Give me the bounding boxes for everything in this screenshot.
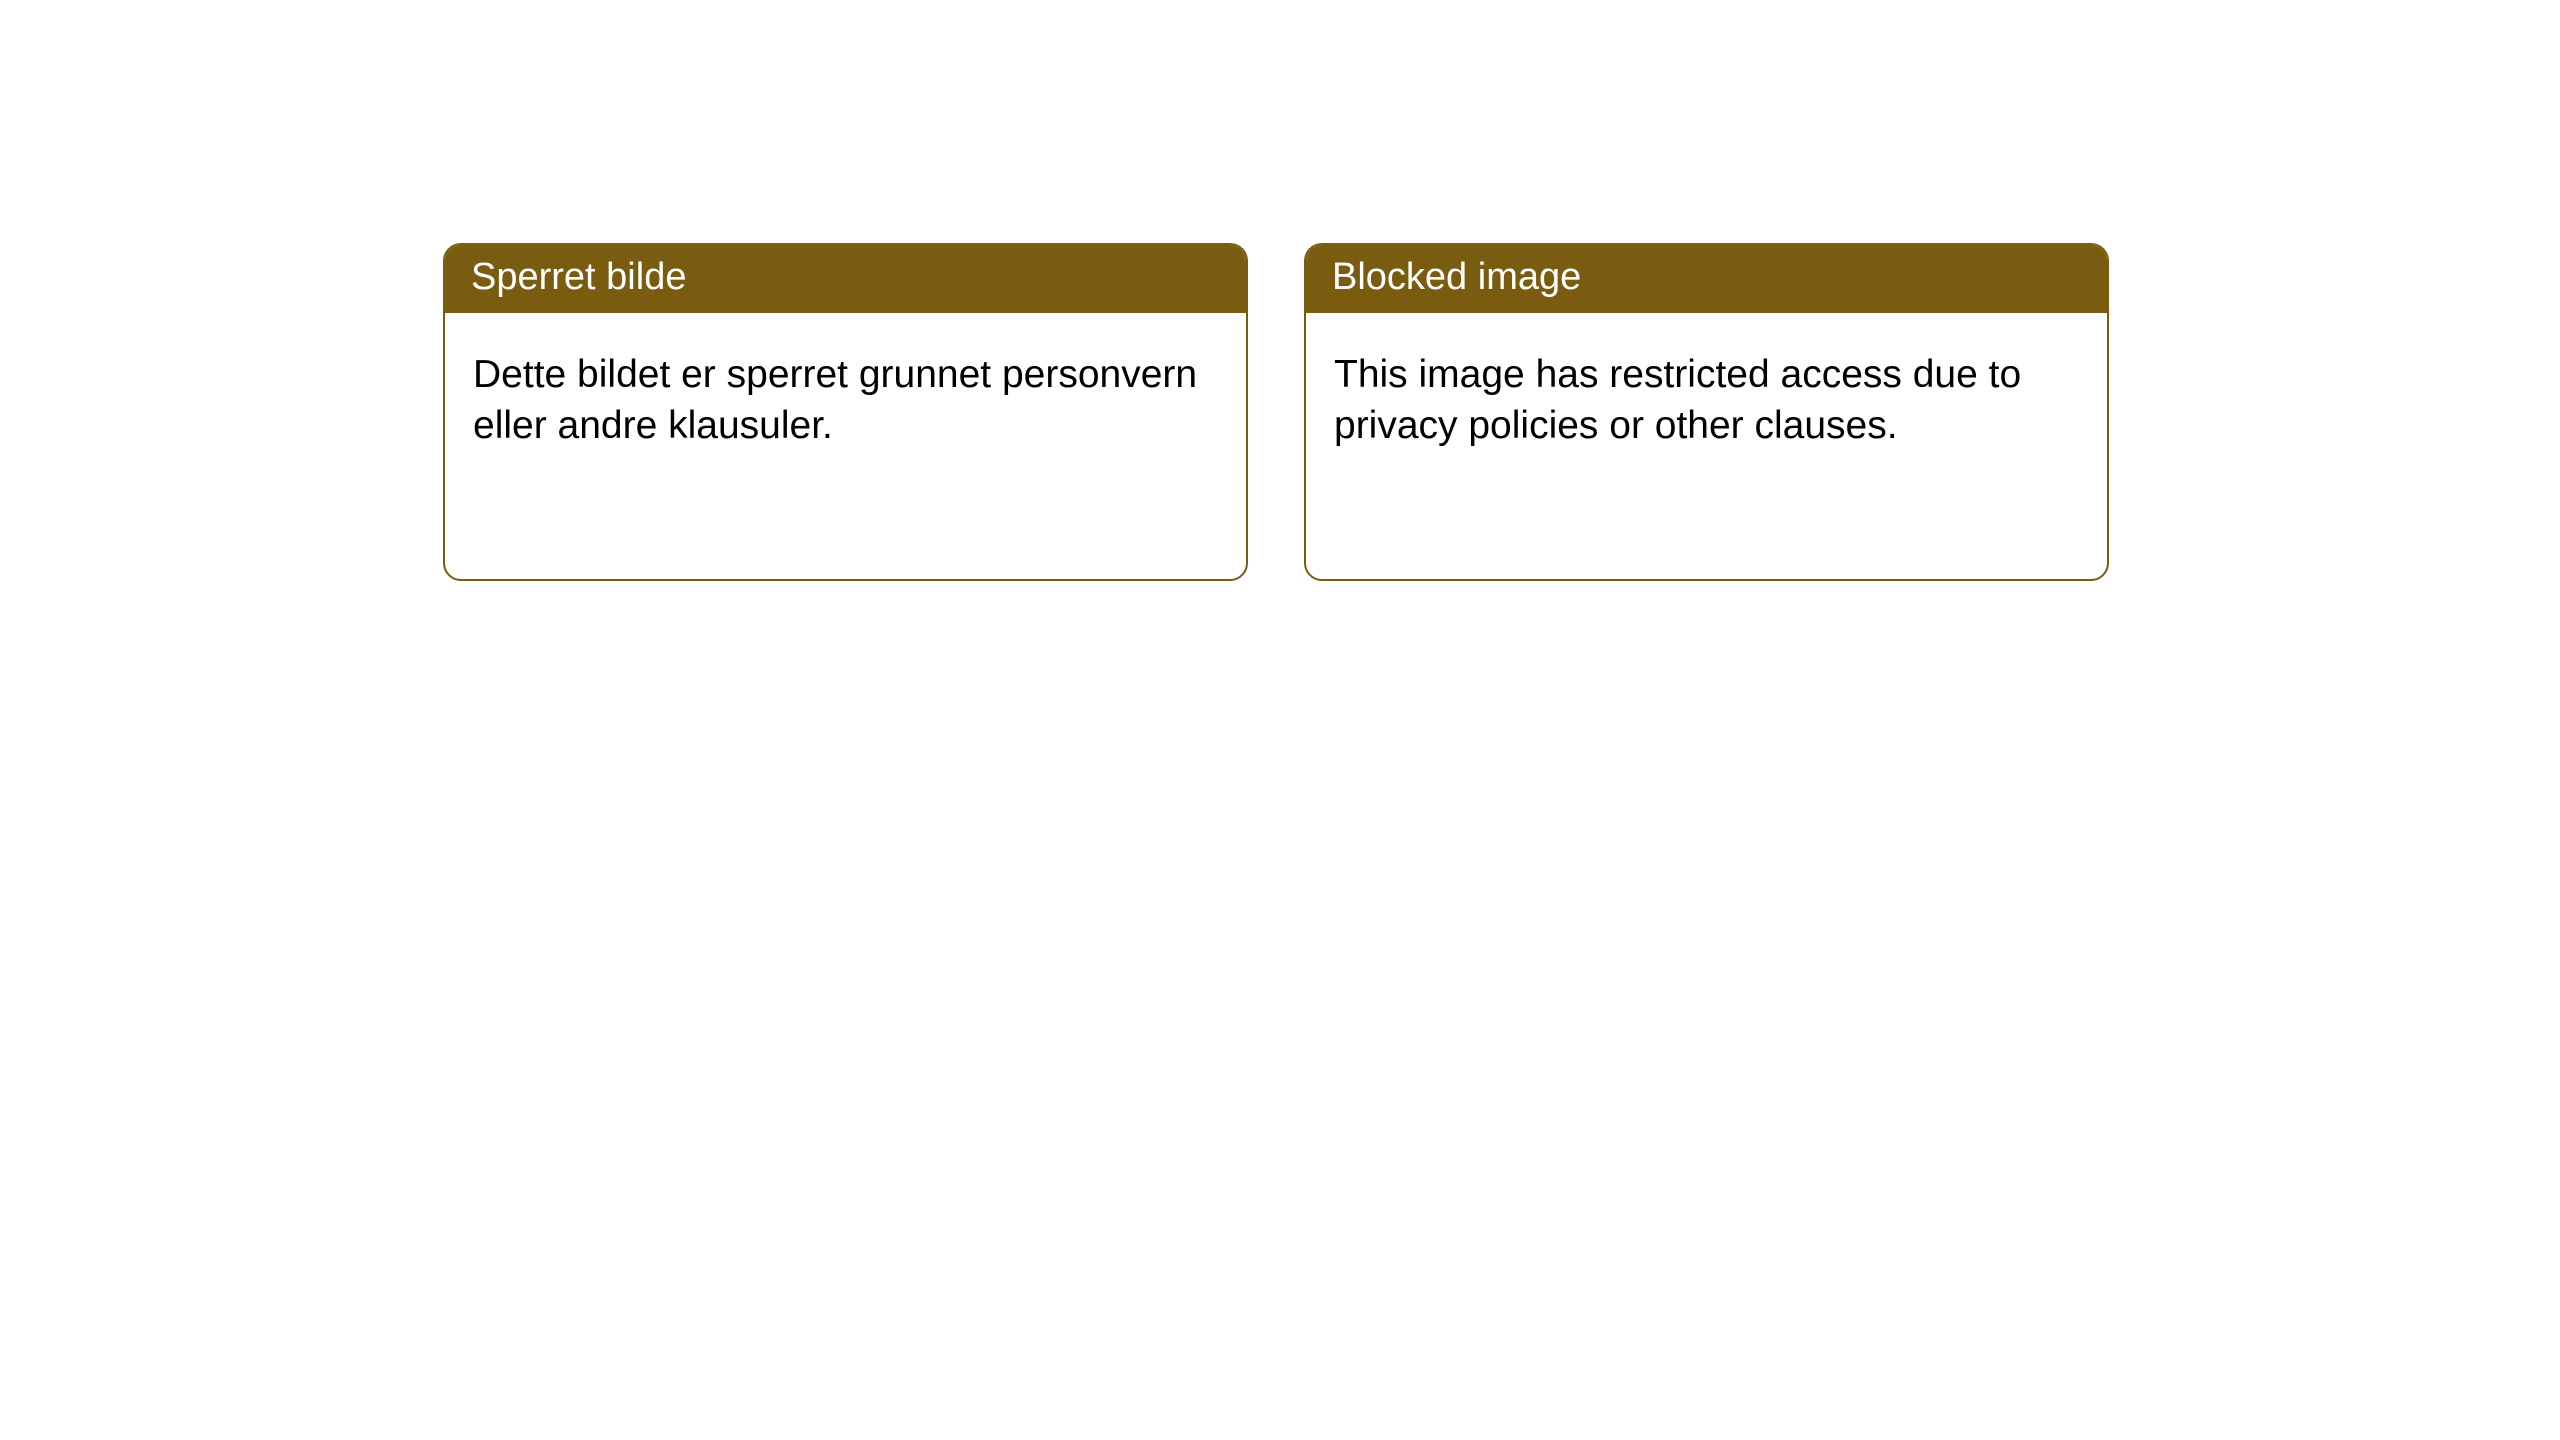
card-body-text: Dette bildet er sperret grunnet personve…: [473, 353, 1197, 447]
card-header: Sperret bilde: [445, 245, 1246, 313]
card-body: Dette bildet er sperret grunnet personve…: [445, 313, 1246, 478]
blocked-image-card-en: Blocked image This image has restricted …: [1304, 243, 2109, 581]
card-header-text: Blocked image: [1332, 256, 1581, 298]
card-body-text: This image has restricted access due to …: [1334, 353, 2021, 447]
card-body: This image has restricted access due to …: [1306, 313, 2107, 478]
card-header-text: Sperret bilde: [471, 256, 686, 298]
blocked-image-card-no: Sperret bilde Dette bildet er sperret gr…: [443, 243, 1248, 581]
card-header: Blocked image: [1306, 245, 2107, 313]
card-container: Sperret bilde Dette bildet er sperret gr…: [0, 0, 2560, 581]
